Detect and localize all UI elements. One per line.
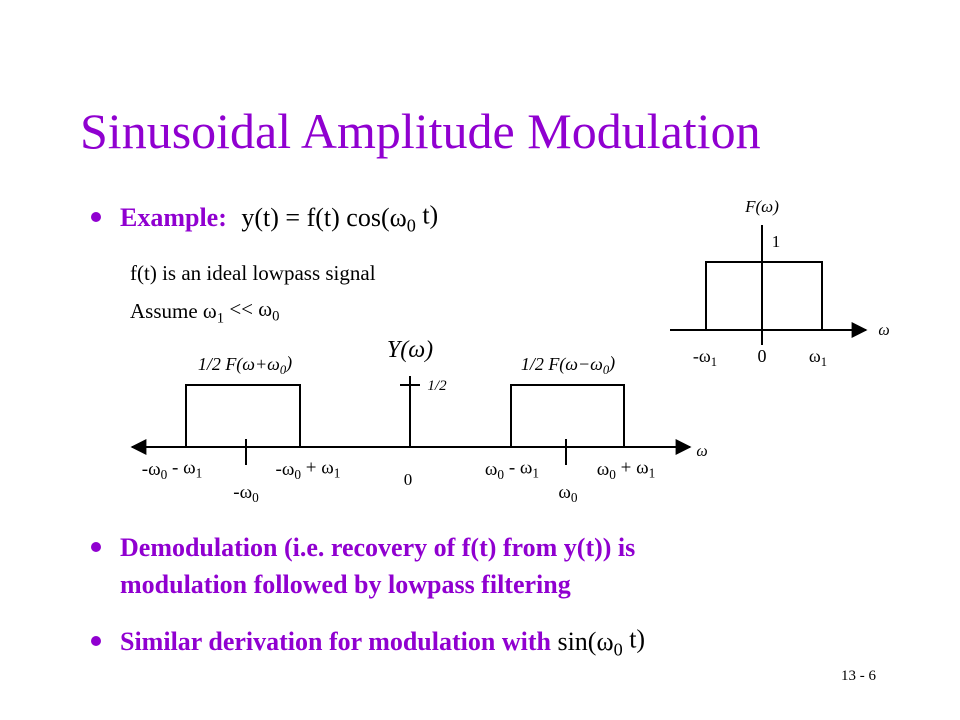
tick-label: -ω0 - ω1 bbox=[142, 457, 203, 482]
text-run: -ω bbox=[276, 459, 295, 480]
text-run: sin(ω bbox=[557, 627, 613, 656]
subscript: 0 bbox=[609, 467, 616, 482]
spectrum-box bbox=[510, 384, 625, 447]
bullet-text: Demodulation (i.e. recovery of f(t) from… bbox=[120, 533, 635, 562]
text-run: ω bbox=[809, 346, 821, 366]
text-run: ) bbox=[285, 352, 292, 373]
subscript: 0 bbox=[252, 490, 259, 505]
tick-label: -ω0 bbox=[233, 482, 259, 505]
text-run: ω bbox=[558, 482, 571, 503]
subscript: 1 bbox=[334, 465, 341, 480]
tick-label: ω0 + ω1 bbox=[597, 457, 656, 482]
subscript: 0 bbox=[614, 639, 623, 659]
text-run: y(t) = f(t) cos(ω bbox=[241, 203, 406, 232]
subscript: 1 bbox=[196, 465, 203, 480]
text-run: + ω bbox=[616, 457, 649, 478]
text-run: + ω bbox=[301, 457, 334, 478]
subscript: 1 bbox=[711, 355, 717, 369]
subscript: 1 bbox=[821, 355, 827, 369]
bullet-text: modulation followed by lowpass filtering bbox=[120, 570, 571, 599]
text-run: Y(ω) bbox=[387, 337, 433, 363]
tick-label: ω0 - ω1 bbox=[485, 457, 539, 482]
title: Sinusoidal Amplitude Modulation bbox=[80, 103, 761, 159]
label: 1/2 F(ω+ω0) bbox=[198, 352, 292, 376]
text-run: ω bbox=[696, 443, 707, 460]
tick-label: ω0 bbox=[558, 482, 578, 505]
page-number: 13 - 6 bbox=[841, 668, 876, 684]
tick-label: -ω0 + ω1 bbox=[276, 457, 341, 482]
label: ω bbox=[696, 443, 707, 460]
text-run: t) bbox=[623, 625, 645, 654]
subscript: 1 bbox=[217, 310, 224, 326]
tick-label: ω1 bbox=[809, 346, 827, 369]
formula: sin(ω0 t) bbox=[557, 625, 645, 660]
text-run: -ω bbox=[142, 459, 161, 480]
spectrum-box bbox=[185, 384, 301, 447]
tick-label: 0 bbox=[404, 470, 413, 489]
example-line: Example: y(t) = f(t) cos(ω0 t) bbox=[120, 201, 438, 236]
text-run: ω bbox=[485, 459, 498, 480]
text-run: - ω bbox=[504, 457, 532, 478]
label: ω bbox=[878, 322, 889, 339]
label: 1/2 F(ω−ω0) bbox=[521, 352, 615, 376]
text-run: 1/2 bbox=[427, 378, 447, 394]
example-formula: y(t) = f(t) cos(ω0 t) bbox=[241, 201, 438, 236]
text-run: F(ω) bbox=[744, 197, 779, 216]
text-run: 1 bbox=[772, 232, 781, 251]
spectrum-y: Y(ω) 1/2 F(ω+ω0) 1/2 F(ω−ω0) 1/2 ω -ω0 -… bbox=[130, 337, 708, 505]
subscript: 0 bbox=[603, 363, 610, 377]
spectrum-f: F(ω) 1 ω -ω1 0 ω1 bbox=[670, 197, 890, 369]
subscript: 1 bbox=[649, 465, 656, 480]
note: f(t) is an ideal lowpass signal bbox=[130, 261, 376, 285]
text-run: ω bbox=[597, 459, 610, 480]
subscript: 0 bbox=[571, 490, 578, 505]
subscript: 0 bbox=[280, 363, 287, 377]
label: Y(ω) bbox=[387, 337, 433, 363]
text-run: 1/2 F(ω+ω bbox=[198, 354, 280, 375]
subscript: 0 bbox=[161, 467, 168, 482]
tick-label: -ω1 bbox=[693, 346, 717, 369]
text-run: << ω bbox=[224, 297, 272, 321]
text-run: -ω bbox=[693, 346, 711, 366]
subscript: 0 bbox=[272, 309, 279, 325]
bullet-text: Similar derivation for modulation with s… bbox=[120, 625, 645, 660]
text-run: - ω bbox=[167, 457, 195, 478]
label: 1/2 bbox=[427, 378, 447, 394]
text-run: t) bbox=[416, 201, 438, 230]
note: Assume ω1 << ω0 bbox=[130, 297, 279, 326]
spectrum-box bbox=[705, 261, 823, 330]
text-run: Assume ω bbox=[130, 299, 217, 323]
subscript: 0 bbox=[407, 215, 416, 235]
text-run: 1/2 F(ω−ω bbox=[521, 354, 603, 375]
subscript: 0 bbox=[497, 467, 504, 482]
subscript: 0 bbox=[294, 467, 301, 482]
bullet-lead: Similar derivation for modulation with bbox=[120, 627, 557, 656]
text-run: -ω bbox=[233, 482, 252, 503]
label: 1 bbox=[772, 232, 781, 251]
tick-label: 0 bbox=[758, 346, 767, 366]
subscript: 1 bbox=[532, 465, 539, 480]
text-run: 0 bbox=[404, 470, 413, 489]
bullet bbox=[91, 542, 101, 552]
text-run: ω bbox=[878, 322, 889, 339]
example-label: Example: bbox=[120, 203, 227, 232]
bullet bbox=[91, 636, 101, 646]
label: F(ω) bbox=[744, 197, 779, 216]
text-run: ) bbox=[608, 352, 615, 373]
text-run: 0 bbox=[758, 346, 767, 366]
text-run: f(t) is an ideal lowpass signal bbox=[130, 261, 376, 285]
bullet bbox=[91, 212, 101, 222]
